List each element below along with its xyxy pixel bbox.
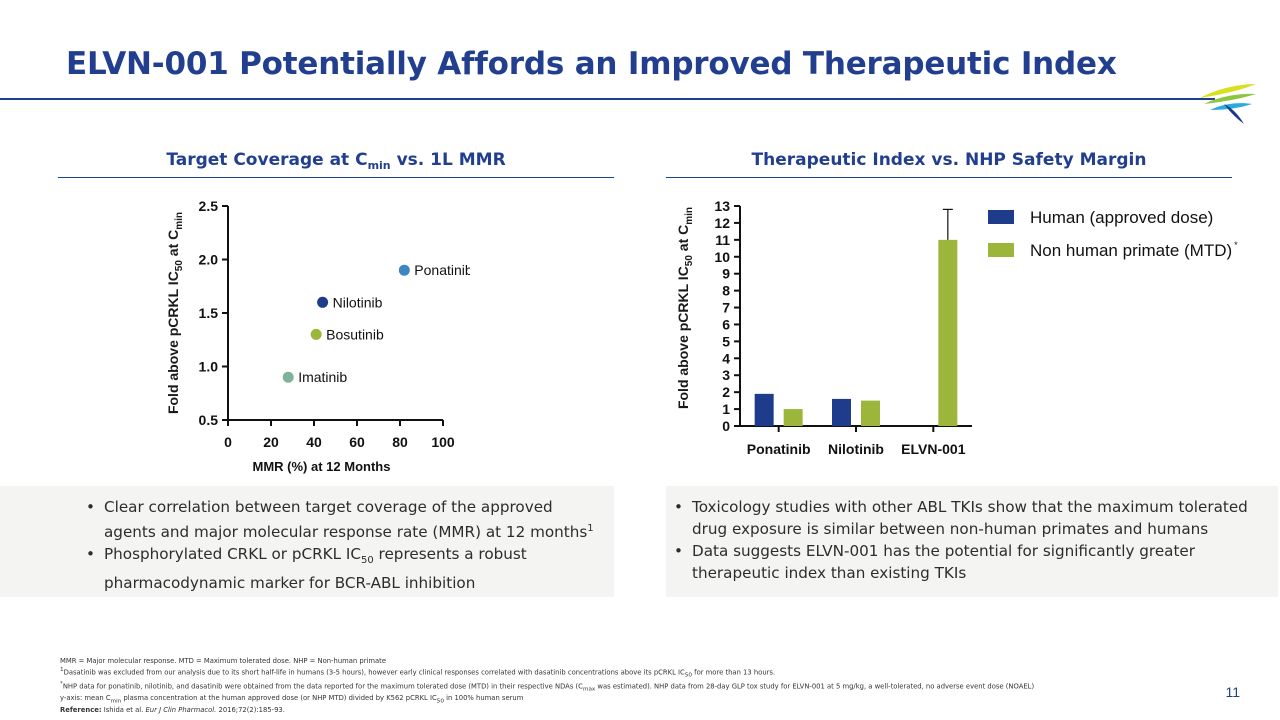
left-section-divider	[58, 177, 614, 178]
x-tick-label: 0	[224, 434, 232, 450]
y-tick-label: 2	[722, 384, 730, 400]
legend-label: Non human primate (MTD) *	[1030, 240, 1238, 260]
y-tick-label: 11	[715, 232, 730, 248]
bar	[861, 400, 880, 426]
scatter-point	[310, 328, 322, 340]
title-divider	[0, 98, 1215, 100]
left-bullet-1: Clear correlation between target coverag…	[86, 496, 594, 543]
footnotes: MMR = Major molecular response. MTD = Ma…	[60, 657, 1220, 715]
y-tick-label: 4	[722, 350, 730, 366]
footnote-1: 1Dasatinib was excluded from our analysi…	[60, 666, 776, 679]
bar	[938, 239, 958, 426]
y-tick-label: 12	[714, 215, 730, 231]
y-tick-label: 9	[722, 266, 730, 282]
y-tick-label: 2.0	[199, 252, 219, 268]
footnote-asterisk: *NHP data for ponatinib, nilotinib, and …	[60, 680, 1035, 693]
y-tick-label: 6	[722, 316, 730, 332]
right-bullet-2: Data suggests ELVN-001 has the potential…	[674, 540, 1258, 584]
company-logo-icon	[1200, 84, 1256, 124]
y-tick-label: 8	[722, 283, 730, 299]
right-summary-box: Toxicology studies with other ABL TKIs s…	[666, 486, 1278, 597]
right-bullet-1: Toxicology studies with other ABL TKIs s…	[674, 496, 1258, 540]
y-axis-label: Fold above pCRKL IC50 at Cmin	[165, 212, 185, 414]
x-tick-label: Ponatinib	[747, 441, 811, 457]
scatter-point	[282, 371, 294, 383]
left-section-heading: Target Coverage at Cmin vs. 1L MMR	[166, 150, 506, 172]
page-title: ELVN-001 Potentially Affords an Improved…	[66, 46, 1117, 82]
left-bullet-2: Phosphorylated CRKL or pCRKL IC50 repres…	[86, 543, 594, 594]
y-tick-label: 0	[722, 418, 730, 434]
left-summary-box: Clear correlation between target coverag…	[0, 486, 614, 597]
x-tick-label: 40	[306, 434, 322, 450]
bar	[754, 393, 774, 426]
scatter-chart: 0.5 1.0 1.5 2.0 2.5 0 20 40 60 80 100 MMR (%) at 12…	[165, 198, 470, 474]
legend-swatch	[988, 210, 1014, 224]
right-section-heading: Therapeutic Index vs. NHP Safety Margin	[751, 150, 1147, 170]
y-tick-label: 2.5	[199, 198, 219, 214]
y-tick-label: 0.5	[199, 412, 219, 428]
y-tick-label: 7	[722, 300, 730, 316]
legend-label: Human (approved dose)	[1030, 208, 1213, 227]
point-label: Bosutinib	[326, 326, 384, 342]
y-tick-label: 1.0	[199, 359, 219, 375]
point-label: Ponatinib	[414, 262, 470, 278]
x-tick-label: 20	[263, 434, 279, 450]
y-tick-label: 1	[722, 401, 730, 417]
y-tick-label: 5	[722, 333, 730, 349]
footnote-reference: Reference: Ishida et al. Eur J Clin Phar…	[60, 705, 285, 714]
x-axis-label: MMR (%) at 12 Months	[253, 459, 391, 474]
scatter-point	[317, 296, 329, 308]
x-tick-label: 80	[392, 434, 408, 450]
bar	[832, 398, 851, 426]
bar	[783, 409, 803, 426]
y-tick-label: 3	[722, 367, 730, 383]
x-tick-label: Nilotinib	[828, 441, 884, 457]
x-tick-label: 100	[431, 434, 455, 450]
y-tick-label: 1.5	[199, 305, 219, 321]
scatter-point	[398, 264, 410, 276]
y-tick-label: 13	[714, 198, 730, 214]
right-section-divider	[666, 177, 1232, 178]
x-tick-label: ELVN-001	[901, 441, 966, 457]
legend-swatch	[988, 243, 1014, 257]
footnote-abbreviations: MMR = Major molecular response. MTD = Ma…	[60, 657, 387, 665]
point-label: Imatinib	[298, 369, 347, 385]
y-axis-label: Fold above pCRKL IC50 at Cmin	[675, 207, 695, 409]
point-label: Nilotinib	[333, 294, 383, 310]
y-tick-label: 10	[714, 249, 730, 265]
x-tick-label: 60	[349, 434, 365, 450]
page-number: 11	[1225, 684, 1240, 700]
footnote-yaxis: y-axis: mean Cmin plasma concentration a…	[60, 694, 524, 705]
